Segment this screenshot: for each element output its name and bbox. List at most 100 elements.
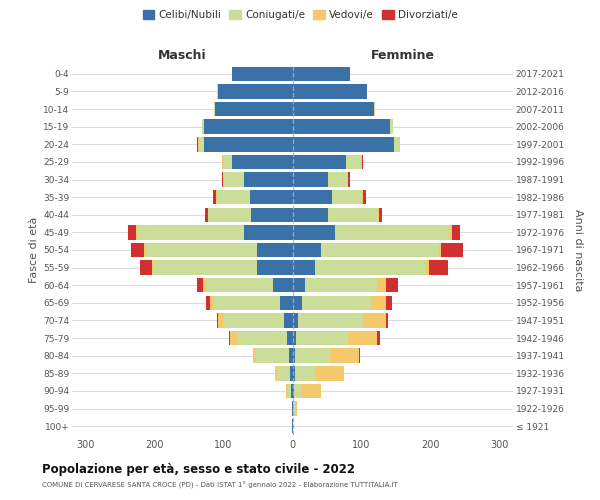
Bar bbox=[364, 314, 386, 328]
Bar bbox=[140, 260, 152, 275]
Bar bbox=[232, 66, 293, 81]
Bar bbox=[293, 66, 350, 81]
Bar bbox=[257, 260, 293, 275]
Bar bbox=[322, 243, 439, 257]
Bar bbox=[330, 348, 359, 363]
Bar bbox=[257, 243, 293, 257]
Bar bbox=[379, 208, 382, 222]
Bar bbox=[280, 296, 293, 310]
Bar bbox=[202, 120, 204, 134]
Bar bbox=[128, 225, 136, 240]
Bar bbox=[439, 243, 442, 257]
Text: Popolazione per età, sesso e stato civile - 2022: Popolazione per età, sesso e stato civil… bbox=[42, 462, 355, 475]
Bar bbox=[328, 208, 378, 222]
Bar bbox=[314, 260, 425, 275]
Bar bbox=[221, 172, 223, 186]
Bar bbox=[449, 225, 452, 240]
Bar bbox=[152, 260, 154, 275]
Bar bbox=[347, 172, 349, 186]
Bar bbox=[293, 366, 295, 380]
Bar bbox=[295, 348, 330, 363]
Bar bbox=[131, 243, 143, 257]
Bar bbox=[391, 120, 393, 134]
Bar bbox=[198, 137, 199, 152]
Legend: Celibi/Nubili, Coniugati/e, Vedovi/e, Divorziati/e: Celibi/Nubili, Coniugati/e, Vedovi/e, Di… bbox=[140, 8, 460, 22]
Bar bbox=[289, 348, 293, 363]
Bar bbox=[293, 331, 296, 345]
Bar bbox=[212, 296, 280, 310]
Bar bbox=[218, 314, 224, 328]
Bar bbox=[377, 331, 380, 345]
Bar bbox=[224, 314, 284, 328]
Bar bbox=[293, 225, 335, 240]
Y-axis label: Fasce di età: Fasce di età bbox=[29, 217, 39, 283]
Bar bbox=[256, 348, 289, 363]
Bar bbox=[386, 296, 392, 310]
Bar bbox=[442, 243, 463, 257]
Bar bbox=[146, 243, 257, 257]
Bar bbox=[293, 172, 328, 186]
Bar bbox=[347, 331, 377, 345]
Bar bbox=[210, 296, 212, 310]
Bar bbox=[238, 331, 287, 345]
Bar bbox=[206, 278, 273, 292]
Bar bbox=[284, 314, 293, 328]
Bar bbox=[296, 331, 347, 345]
Bar bbox=[287, 384, 291, 398]
Bar bbox=[215, 102, 293, 117]
Bar bbox=[203, 278, 206, 292]
Bar bbox=[378, 208, 379, 222]
Bar bbox=[224, 154, 232, 169]
Bar bbox=[328, 172, 347, 186]
Bar bbox=[229, 331, 230, 345]
Bar bbox=[232, 154, 293, 169]
Bar bbox=[224, 172, 244, 186]
Bar bbox=[386, 314, 388, 328]
Bar bbox=[293, 348, 295, 363]
Bar bbox=[374, 102, 375, 117]
Bar bbox=[213, 190, 216, 204]
Bar bbox=[293, 260, 314, 275]
Bar bbox=[429, 260, 448, 275]
Bar bbox=[222, 154, 224, 169]
Bar bbox=[293, 296, 302, 310]
Bar bbox=[295, 366, 315, 380]
Bar bbox=[293, 314, 298, 328]
Bar bbox=[230, 331, 238, 345]
Bar bbox=[137, 225, 244, 240]
Bar bbox=[251, 208, 293, 222]
Bar bbox=[217, 84, 218, 98]
Bar bbox=[214, 102, 215, 117]
Text: Maschi: Maschi bbox=[158, 50, 206, 62]
Bar bbox=[346, 154, 361, 169]
Bar bbox=[452, 225, 460, 240]
Bar bbox=[143, 243, 146, 257]
Bar bbox=[250, 190, 293, 204]
Bar bbox=[244, 225, 293, 240]
Bar bbox=[349, 172, 350, 186]
Bar bbox=[377, 278, 386, 292]
Bar bbox=[425, 260, 429, 275]
Bar bbox=[217, 190, 250, 204]
Bar bbox=[302, 384, 322, 398]
Bar bbox=[275, 366, 277, 380]
Bar bbox=[197, 278, 203, 292]
Bar bbox=[359, 348, 360, 363]
Bar bbox=[273, 278, 293, 292]
Bar bbox=[199, 137, 204, 152]
Bar bbox=[292, 419, 293, 434]
Bar bbox=[394, 137, 400, 152]
Bar bbox=[205, 208, 208, 222]
Bar bbox=[361, 154, 362, 169]
Bar bbox=[206, 296, 210, 310]
Text: Femmine: Femmine bbox=[371, 50, 435, 62]
Bar bbox=[223, 172, 224, 186]
Bar bbox=[293, 384, 294, 398]
Bar bbox=[332, 190, 361, 204]
Bar bbox=[218, 84, 293, 98]
Bar bbox=[291, 384, 293, 398]
Bar bbox=[293, 402, 295, 416]
Bar bbox=[295, 402, 296, 416]
Bar bbox=[362, 154, 363, 169]
Bar bbox=[290, 366, 293, 380]
